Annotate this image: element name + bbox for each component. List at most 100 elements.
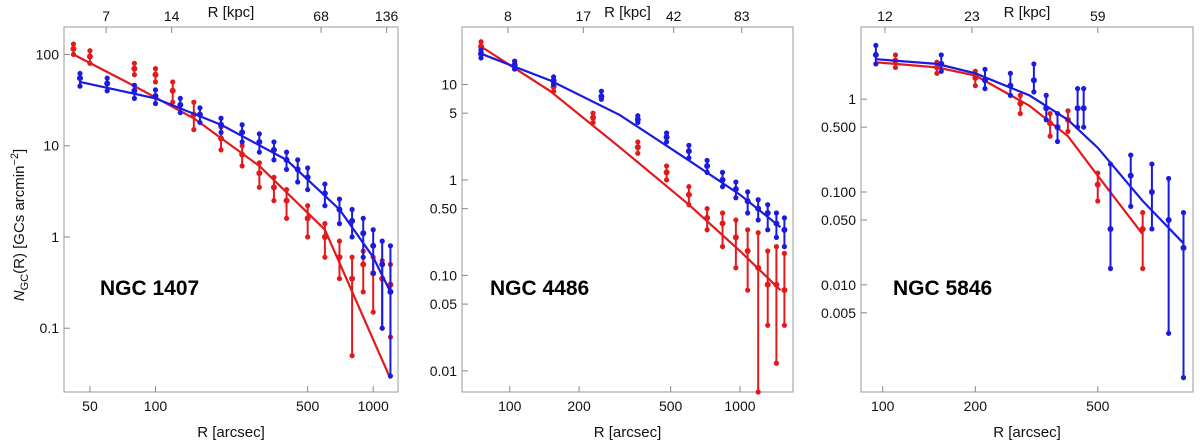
error-cap [1047, 110, 1053, 117]
data-point [773, 281, 780, 288]
error-cap [104, 75, 110, 81]
error-cap [773, 244, 780, 250]
x-axis-label: R [arcsec] [594, 424, 662, 441]
galaxy-label: NGC 1407 [100, 277, 199, 300]
data-point [1080, 105, 1087, 112]
error-cap [360, 289, 366, 295]
y-tick-label: 0.050 [821, 212, 856, 228]
top-tick-label: 42 [666, 8, 682, 24]
error-cap [305, 203, 311, 209]
error-cap [663, 163, 670, 169]
plot-frame [461, 26, 794, 393]
error-cap [87, 48, 93, 54]
error-cap [87, 60, 93, 66]
error-cap [733, 195, 739, 201]
error-cap [177, 95, 183, 102]
x-tick-label: 100 [871, 398, 895, 414]
error-cap [305, 234, 311, 240]
data-point [1047, 120, 1054, 127]
error-cap [322, 203, 328, 209]
x-tick-label: 50 [82, 398, 98, 414]
error-cap [590, 110, 596, 116]
panel-3: 100 200 500 0.005 0.010 0.050 0.100 0.500 1 12 23 5… [821, 4, 1194, 441]
top-axis-label: R [kpc] [208, 4, 255, 21]
error-cap [550, 88, 557, 94]
error-cap [77, 70, 83, 77]
y-tick-label: 0.10 [430, 267, 457, 283]
x-tick-label: 200 [567, 398, 591, 414]
fit-line-red [72, 53, 392, 380]
error-cap [170, 99, 176, 105]
x-tick-label: 100 [144, 398, 168, 414]
error-cap [360, 215, 366, 221]
top-tick-label: 59 [1090, 8, 1106, 24]
error-cap [152, 100, 159, 107]
error-cap [170, 79, 176, 85]
data-point [76, 75, 83, 82]
error-cap [1074, 86, 1081, 92]
error-cap [1081, 86, 1087, 92]
error-cap [152, 87, 159, 93]
top-tick-label: 17 [575, 8, 591, 24]
error-cap [773, 210, 780, 216]
top-tick-label: 83 [734, 8, 750, 24]
data-point [321, 233, 328, 240]
data-point [1139, 225, 1146, 232]
error-cap [773, 234, 780, 240]
data-point [239, 151, 246, 158]
error-cap [256, 149, 262, 155]
error-cap [271, 139, 277, 145]
error-cap [1095, 198, 1101, 204]
error-cap [131, 82, 137, 88]
x-tick-label: 500 [1086, 398, 1110, 414]
data-point [744, 248, 751, 255]
error-cap [1128, 152, 1134, 158]
data-point [781, 226, 788, 233]
data-point [104, 80, 111, 87]
fit-line-blue [79, 80, 392, 293]
y-tick-label: 1 [51, 229, 59, 245]
data-point [294, 166, 301, 173]
error-cap [305, 187, 311, 193]
error-cap [152, 79, 159, 85]
error-cap [982, 66, 988, 72]
error-cap [938, 52, 944, 58]
data-point [732, 186, 739, 193]
error-cap [349, 206, 355, 213]
error-cap [478, 39, 484, 45]
series-red [478, 39, 788, 395]
error-cap [305, 165, 311, 171]
error-cap [295, 157, 301, 163]
error-cap [972, 83, 978, 89]
data-point [704, 162, 711, 169]
x-tick-label: 100 [498, 398, 522, 414]
x-tick-label: 500 [659, 398, 683, 414]
data-point [196, 111, 203, 118]
data-point [270, 146, 277, 153]
error-cap [191, 99, 197, 105]
error-cap [1065, 128, 1071, 134]
error-cap [349, 353, 355, 359]
error-cap [218, 129, 224, 135]
error-cap [686, 142, 692, 148]
error-cap [478, 55, 484, 61]
error-cap [733, 217, 739, 223]
error-cap [512, 66, 518, 72]
error-cap [271, 157, 277, 163]
y-tick-label: 10 [43, 138, 59, 154]
top-axis-label: R [kpc] [604, 4, 651, 21]
error-cap [256, 184, 262, 190]
error-cap [765, 322, 771, 328]
data-point [1043, 105, 1050, 112]
data-point [256, 170, 263, 177]
data-point [634, 116, 641, 123]
data-point [755, 264, 762, 271]
data-point [1127, 172, 1134, 179]
error-cap [745, 210, 751, 216]
data-point [349, 275, 356, 282]
error-cap [938, 68, 944, 74]
error-cap [719, 169, 726, 175]
data-point [511, 61, 518, 68]
data-point [152, 93, 159, 100]
error-cap [70, 41, 77, 47]
